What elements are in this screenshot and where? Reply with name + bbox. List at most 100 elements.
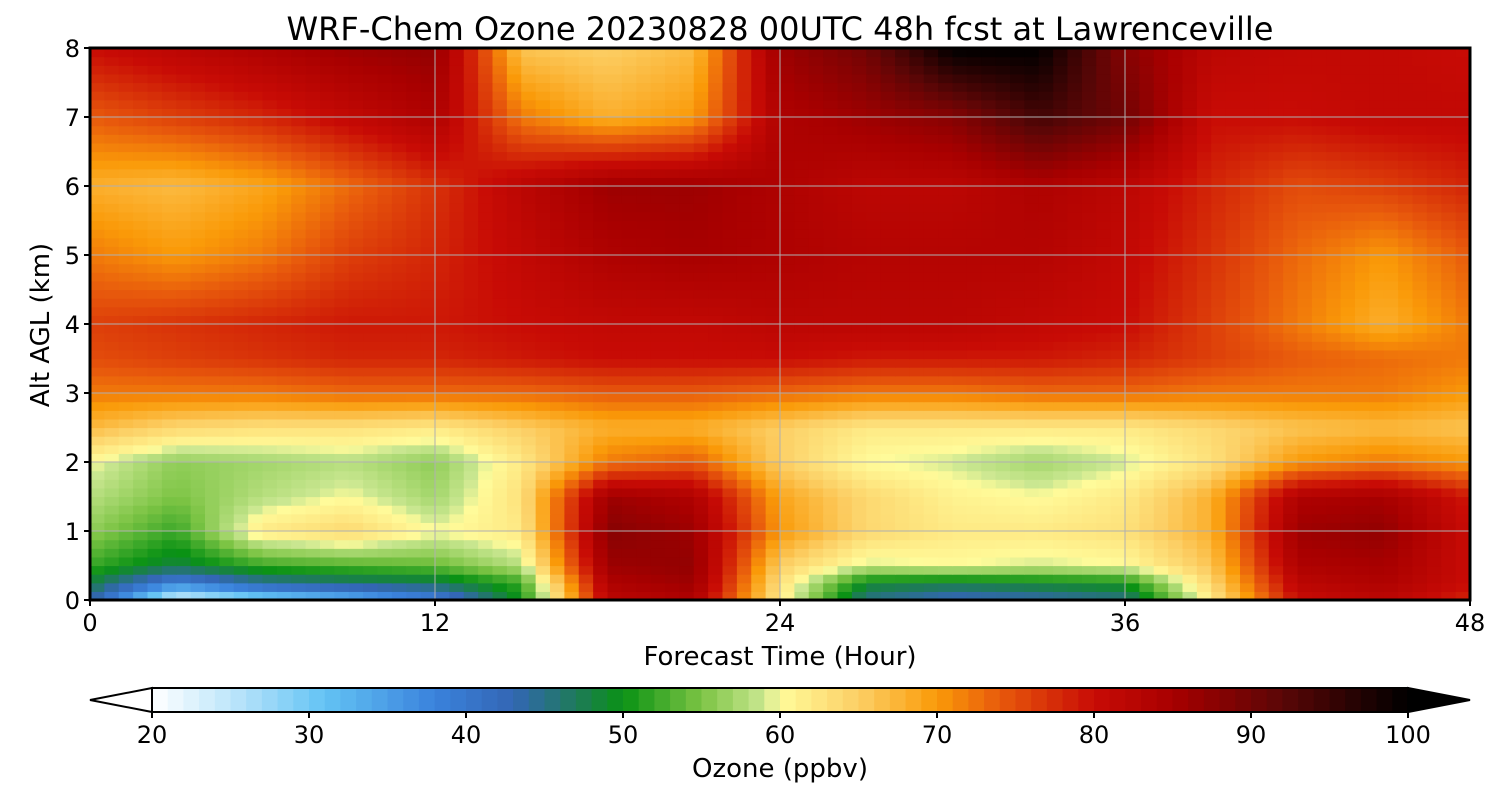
heatmap-cell [578,393,594,403]
heatmap-cell [147,375,163,385]
heatmap-cell [205,280,220,291]
heatmap-cell [722,349,738,360]
heatmap-cell [291,306,307,316]
heatmap-cell [1196,160,1212,170]
heatmap-cell [981,367,997,377]
heatmap-cell [190,531,206,541]
heatmap-cell [909,237,925,247]
heatmap-cell [736,332,752,342]
heatmap-cell [765,591,781,600]
heatmap-cell [837,349,853,360]
heatmap-cell [722,591,738,600]
heatmap-cell [780,315,795,325]
heatmap-cell [708,582,724,592]
heatmap-cell [363,574,379,584]
heatmap-cell [1225,220,1241,230]
heatmap-cell [248,349,264,360]
heatmap-cell [161,306,177,316]
heatmap-cell [406,315,422,325]
heatmap-cell [550,324,565,334]
heatmap-cell [1110,548,1126,558]
heatmap-cell [377,160,393,170]
heatmap-cell [276,556,292,567]
heatmap-cell [665,505,680,515]
heatmap-cell [1240,358,1255,368]
heatmap-cell [722,453,738,463]
heatmap-cell [1196,341,1212,351]
heatmap-cell [636,289,652,299]
heatmap-cell [334,358,350,368]
heatmap-cell [104,367,120,377]
heatmap-cell [636,487,652,498]
heatmap-cell [1240,479,1255,489]
heatmap-cell [1283,393,1299,403]
heatmap-cell [1038,496,1054,506]
heatmap-cell [205,349,220,360]
heatmap-cell [895,341,910,351]
heatmap-cell [506,462,522,472]
heatmap-cell [90,436,105,446]
heatmap-cell [593,168,609,178]
heatmap-cell [722,194,738,204]
heatmap-cell [406,220,422,230]
heatmap-cell [90,220,105,230]
heatmap-cell [449,418,465,429]
heatmap-cell [363,255,379,265]
heatmap-cell [420,203,436,213]
heatmap-cell [621,177,637,187]
heatmap-cell [449,160,465,170]
heatmap-cell [161,194,177,204]
heatmap-cell [420,556,436,567]
heatmap-cell [176,203,192,213]
heatmap-cell [1038,436,1054,446]
heatmap-cell [995,487,1011,498]
heatmap-cell [449,151,465,161]
heatmap-cell [880,453,896,463]
heatmap-cell [1326,324,1342,334]
heatmap-cell [190,479,206,489]
heatmap-cell [435,203,450,213]
heatmap-cell [420,349,436,360]
heatmap-cell [334,160,350,170]
heatmap-cell [1455,582,1470,592]
heatmap-cell [1081,505,1097,515]
heatmap-cell [161,556,177,567]
heatmap-cell [435,211,450,222]
heatmap-cell [262,574,278,584]
heatmap-cell [1254,306,1270,316]
heatmap-cell [248,160,264,170]
heatmap-cell [966,556,982,567]
heatmap-cell [104,470,120,480]
heatmap-cell [463,453,479,463]
heatmap-cell [147,272,163,282]
heatmap-cell [995,358,1011,368]
heatmap-cell [348,513,364,523]
heatmap-cell [406,367,422,377]
heatmap-cell [1067,220,1083,230]
heatmap-cell [363,591,379,600]
heatmap-cell [104,255,120,265]
heatmap-cell [1225,263,1241,273]
heatmap-cell [219,375,235,385]
heatmap-cell [233,548,249,558]
heatmap-cell [1153,436,1169,446]
heatmap-cell [233,522,249,532]
heatmap-cell [133,272,149,282]
heatmap-cell [578,324,594,334]
heatmap-cell [808,151,824,161]
heatmap-cell [506,168,522,178]
heatmap-cell [190,306,206,316]
heatmap-cell [1369,522,1385,532]
heatmap-cell [995,168,1011,178]
heatmap-cell [650,565,666,575]
heatmap-cell [435,574,450,584]
heatmap-cell [90,349,105,360]
heatmap-cell [1240,393,1255,403]
heatmap-cell [190,272,206,282]
heatmap-cell [377,444,393,454]
heatmap-cell [578,548,594,558]
heatmap-cell [176,211,192,222]
heatmap-cell [823,375,839,385]
heatmap-cell [823,436,839,446]
heatmap-cell [248,401,264,411]
